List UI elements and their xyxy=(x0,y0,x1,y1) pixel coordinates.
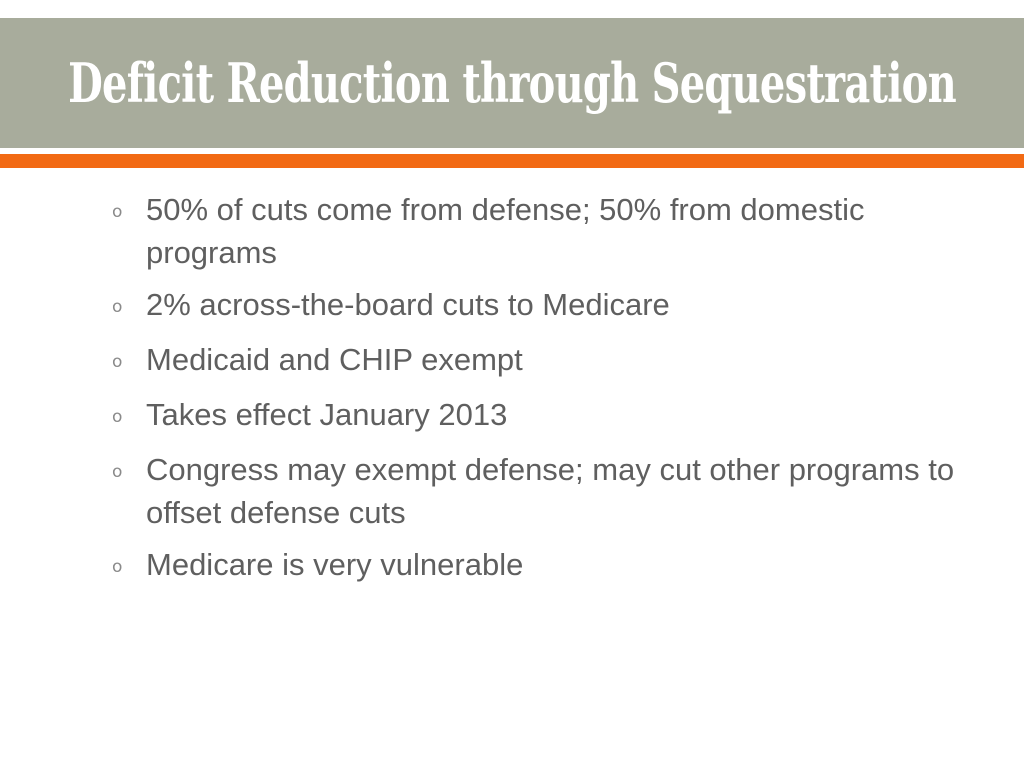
bullet-icon: o xyxy=(112,297,123,317)
bullet-icon: o xyxy=(112,407,123,427)
bullet-text: Takes effect January 2013 xyxy=(146,397,508,432)
bullet-icon: o xyxy=(112,202,123,222)
list-item: o Takes effect January 2013 xyxy=(112,393,982,439)
bullet-icon: o xyxy=(112,462,123,482)
bullet-text: 2% across-the-board cuts to Medicare xyxy=(146,287,670,322)
list-item: o Medicaid and CHIP exempt xyxy=(112,338,982,384)
bullet-text: Medicare is very vulnerable xyxy=(146,547,524,582)
list-item: o Medicare is very vulnerable xyxy=(112,543,982,589)
bullet-icon: o xyxy=(112,352,123,372)
bullet-text: Congress may exempt defense; may cut oth… xyxy=(146,452,955,530)
slide-title: Deficit Reduction through Sequestration xyxy=(68,51,957,115)
list-item: o 50% of cuts come from defense; 50% fro… xyxy=(112,188,982,274)
bullet-icon: o xyxy=(112,557,123,577)
bullet-text: 50% of cuts come from defense; 50% from … xyxy=(146,192,865,270)
bullet-text: Medicaid and CHIP exempt xyxy=(146,342,523,377)
list-item: o Congress may exempt defense; may cut o… xyxy=(112,448,982,534)
accent-divider xyxy=(0,154,1024,168)
bullet-list: o 50% of cuts come from defense; 50% fro… xyxy=(112,188,982,598)
list-item: o 2% across-the-board cuts to Medicare xyxy=(112,283,982,329)
title-band: Deficit Reduction through Sequestration xyxy=(0,18,1024,148)
